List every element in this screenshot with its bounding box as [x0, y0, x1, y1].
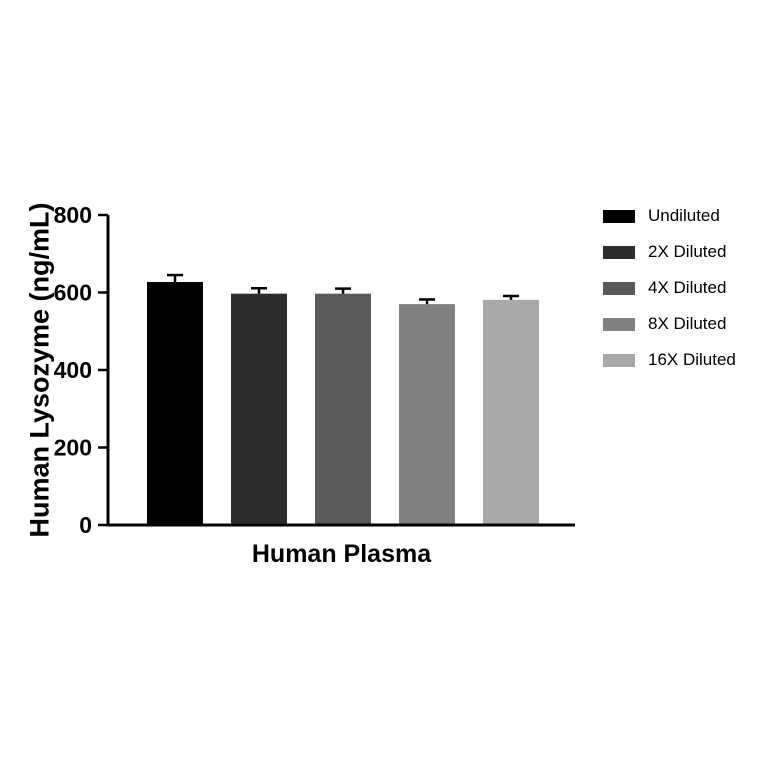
bar-3 — [399, 304, 455, 525]
legend-swatch — [603, 245, 635, 259]
legend-label: 4X Diluted — [648, 278, 727, 297]
y-tick-label: 600 — [54, 280, 92, 306]
y-tick-label: 400 — [54, 357, 92, 383]
legend-swatch — [603, 317, 635, 331]
legend: Undiluted 2X Diluted 4X Diluted 8X Dilut… — [603, 206, 736, 370]
legend-item: 4X Diluted — [603, 278, 736, 298]
legend-item: 8X Diluted — [603, 314, 736, 334]
legend-item: Undiluted — [603, 206, 736, 226]
bar-0 — [147, 282, 203, 525]
legend-swatch — [603, 353, 635, 367]
legend-swatch — [603, 281, 635, 295]
x-axis-title: Human Plasma — [251, 540, 432, 568]
y-tick-label: 800 — [54, 202, 92, 228]
bar-2 — [315, 293, 371, 525]
legend-item: 2X Diluted — [603, 242, 736, 262]
legend-label: 2X Diluted — [648, 242, 727, 261]
bar-4 — [483, 299, 539, 525]
y-tick-label: 200 — [54, 435, 92, 461]
legend-label: 16X Diluted — [648, 350, 736, 369]
legend-item: 16X Diluted — [603, 350, 736, 370]
legend-label: Undiluted — [648, 206, 720, 225]
legend-swatch — [603, 209, 635, 223]
legend-label: 8X Diluted — [648, 314, 727, 333]
y-axis-title: Human Lysozyme (ng/mL) — [24, 202, 55, 538]
y-tick-label: 0 — [79, 512, 92, 538]
bar-1 — [231, 293, 287, 525]
